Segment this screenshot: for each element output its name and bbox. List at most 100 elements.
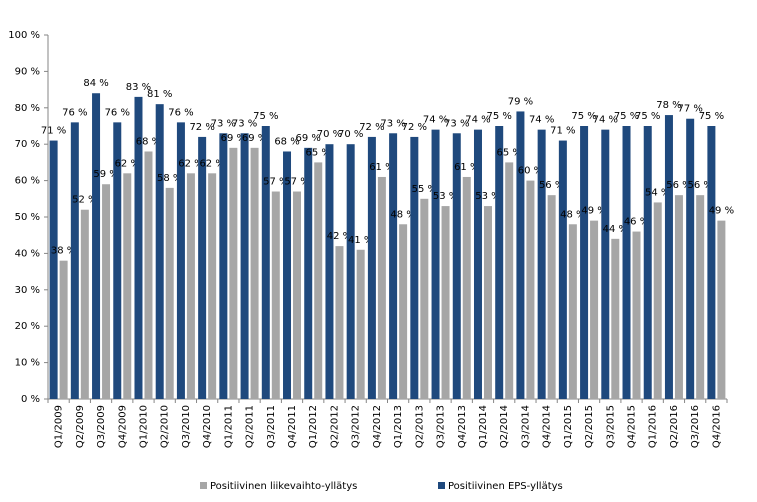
bar [495, 126, 504, 399]
bar [632, 231, 641, 399]
data-label: 44 % [603, 224, 628, 235]
data-label: 57 % [284, 177, 309, 188]
data-label: 77 % [677, 104, 702, 115]
bar [462, 176, 471, 399]
data-label: 48 % [560, 209, 585, 220]
bar [356, 249, 365, 399]
data-label: 62 % [199, 158, 224, 169]
x-tick-label: Q3/2015 [605, 405, 616, 448]
y-tick-label: 100 % [8, 30, 40, 41]
y-tick-label: 0 % [21, 394, 40, 405]
data-label: 74 % [465, 115, 490, 126]
x-tick-label: Q3/2011 [266, 405, 277, 448]
bar [664, 115, 673, 399]
bar [601, 129, 610, 399]
data-label: 74 % [529, 115, 554, 126]
bar [377, 176, 386, 399]
bar [389, 133, 398, 399]
data-label: 41 % [348, 235, 373, 246]
data-label: 56 % [539, 180, 564, 191]
x-tick-label: Q3/2016 [690, 405, 701, 448]
x-tick-label: Q3/2009 [96, 405, 107, 448]
data-label: 73 % [444, 118, 469, 129]
bar [165, 187, 174, 399]
bar [304, 147, 313, 399]
x-tick-label: Q4/2015 [627, 405, 638, 448]
data-label: 75 % [635, 111, 660, 122]
x-tick-label: Q1/2009 [54, 405, 65, 448]
bar [229, 147, 238, 399]
bar [558, 140, 567, 399]
data-label: 75 % [699, 111, 724, 122]
bar [261, 126, 270, 399]
bar [335, 246, 344, 399]
x-tick-label: Q1/2015 [563, 405, 574, 448]
data-label: 52 % [72, 195, 97, 206]
data-label: 70 % [317, 129, 342, 140]
data-label: 60 % [518, 166, 543, 177]
x-tick-label: Q1/2016 [648, 405, 659, 448]
bar [622, 126, 631, 399]
y-tick-label: 40 % [15, 248, 40, 259]
bar [80, 209, 89, 399]
data-label: 68 % [274, 136, 299, 147]
x-tick-label: Q3/2014 [520, 405, 531, 448]
bar [643, 126, 652, 399]
data-label: 75 % [614, 111, 639, 122]
x-tick-label: Q1/2011 [223, 405, 234, 448]
y-tick-label: 20 % [15, 321, 40, 332]
data-label: 61 % [369, 162, 394, 173]
data-label: 49 % [581, 206, 606, 217]
bar [452, 133, 461, 399]
x-tick-label: Q4/2012 [372, 405, 383, 448]
x-tick-label: Q1/2013 [393, 405, 404, 448]
y-tick-label: 50 % [15, 212, 40, 223]
data-label: 56 % [666, 180, 691, 191]
x-tick-label: Q2/2013 [414, 405, 425, 448]
x-tick-label: Q3/2012 [351, 405, 362, 448]
x-tick-label: Q4/2016 [711, 405, 722, 448]
bar [49, 140, 58, 399]
x-tick-label: Q2/2016 [669, 405, 680, 448]
bar [483, 206, 492, 399]
bar [505, 162, 514, 399]
data-label: 75 % [571, 111, 596, 122]
data-label: 62 % [178, 158, 203, 169]
bar [134, 96, 143, 399]
data-label: 71 % [550, 126, 575, 137]
bar [611, 238, 620, 399]
bar [283, 151, 292, 399]
bar [516, 111, 525, 399]
bar [102, 184, 111, 399]
bar [92, 93, 101, 400]
data-label: 76 % [105, 107, 130, 118]
data-label: 54 % [645, 187, 670, 198]
bar [123, 173, 132, 399]
x-tick-label: Q2/2014 [499, 405, 510, 448]
bar [113, 122, 122, 400]
bar [186, 173, 195, 399]
data-label: 65 % [497, 147, 522, 158]
bar [707, 126, 716, 399]
legend-swatch [438, 482, 445, 489]
x-tick-label: Q4/2010 [202, 405, 213, 448]
data-label: 69 % [221, 133, 246, 144]
bar [674, 195, 683, 399]
data-label: 46 % [624, 217, 649, 228]
data-label: 62 % [115, 158, 140, 169]
bar [176, 122, 185, 400]
data-label: 75 % [253, 111, 278, 122]
y-tick-label: 70 % [15, 139, 40, 150]
bar [568, 224, 577, 399]
data-label: 61 % [454, 162, 479, 173]
bar [580, 126, 589, 399]
bar [250, 147, 259, 399]
data-label: 72 % [402, 122, 427, 133]
data-label: 72 % [359, 122, 384, 133]
x-tick-label: Q3/2013 [436, 405, 447, 448]
data-label: 59 % [93, 169, 118, 180]
data-label: 76 % [168, 107, 193, 118]
data-label: 72 % [189, 122, 214, 133]
data-label: 65 % [306, 147, 331, 158]
data-label: 69 % [242, 133, 267, 144]
